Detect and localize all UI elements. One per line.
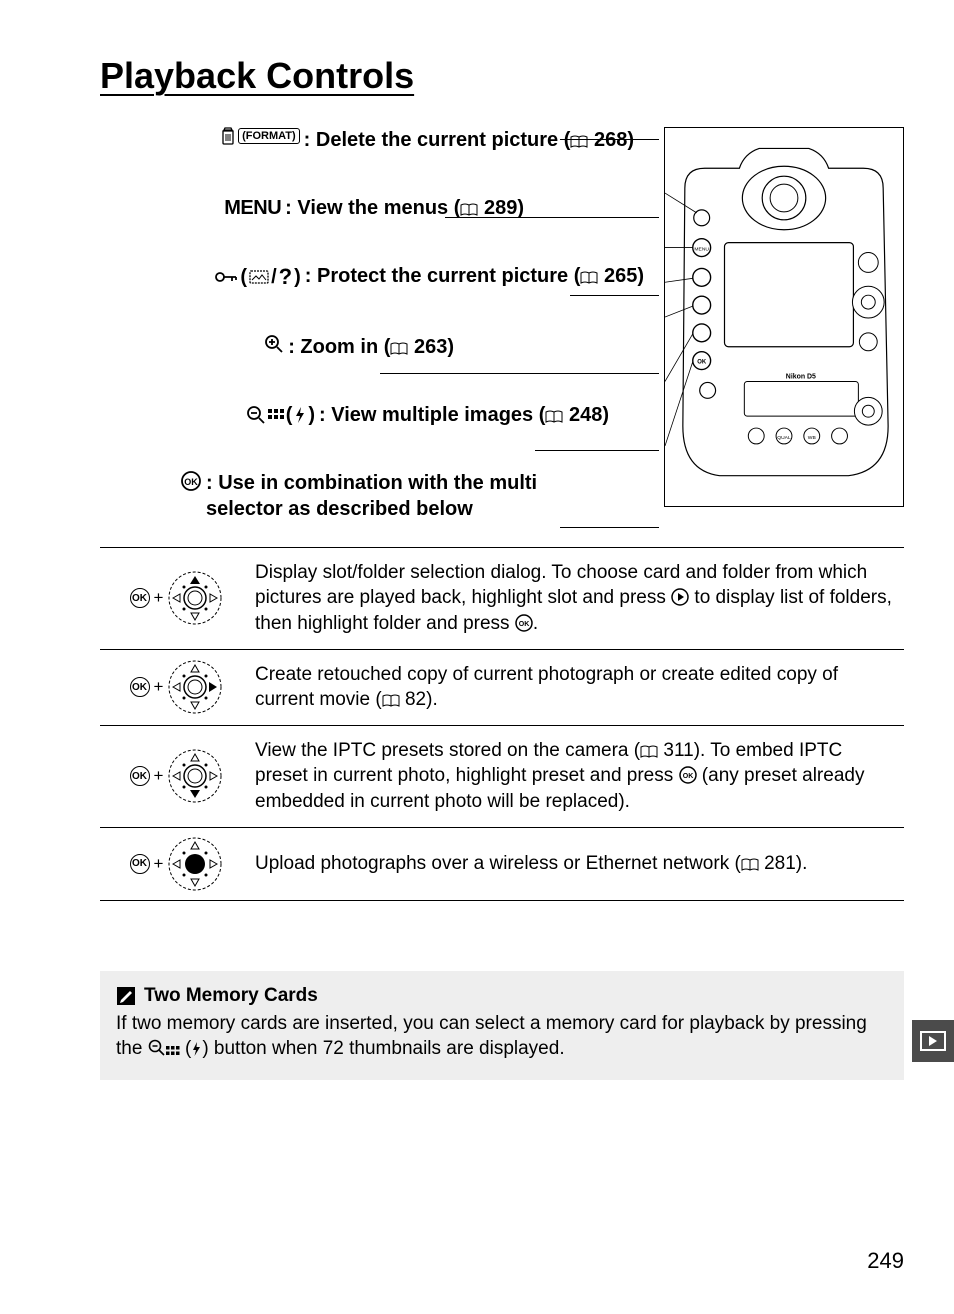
label-text: : Use in combination with the multi sele…	[206, 470, 566, 522]
ok-icon: OK	[130, 588, 150, 608]
ok-icon: OK	[130, 854, 150, 874]
ok-icon: OK	[130, 766, 150, 786]
book-icon	[382, 694, 400, 708]
ok-icon: OK	[679, 766, 697, 784]
zoom-out-icon	[148, 1039, 166, 1057]
question-icon: ?	[279, 263, 292, 292]
key-icon	[214, 269, 238, 285]
combo-cell: OK +	[104, 570, 249, 626]
paren-close: )	[294, 264, 301, 290]
svg-text:OK: OK	[697, 360, 707, 366]
leader-line	[570, 295, 659, 296]
picture-icon	[249, 270, 269, 284]
label-text: : View multiple images ( 248)	[319, 402, 609, 428]
multiselector-up-icon	[167, 570, 223, 626]
label-text: : Zoom in ( 263)	[288, 334, 454, 360]
control-protect: ( / ? ) : Protect the current picture ( …	[100, 263, 644, 292]
multiselector-center-icon	[167, 836, 223, 892]
table-row: OK + View the IPTC presets stored on the…	[100, 726, 904, 828]
multiselector-down-icon	[167, 748, 223, 804]
paren-open: (	[240, 264, 247, 290]
svg-text:MENU: MENU	[694, 247, 709, 253]
svg-text:Nikon D5: Nikon D5	[786, 373, 816, 380]
flash-icon	[191, 1041, 202, 1057]
table-row: OK + Display slot/folder selection dialo…	[100, 548, 904, 650]
table-row: OK + Upload photographs over a wireless …	[100, 828, 904, 901]
book-icon	[460, 203, 478, 217]
grid-icon	[166, 1046, 180, 1057]
book-icon	[580, 271, 598, 285]
leader-line	[560, 139, 659, 140]
paren-open: (	[286, 402, 293, 428]
control-ok: OK : Use in combination with the multi s…	[100, 470, 644, 522]
leader-line	[445, 217, 659, 218]
zoom-in-icon	[264, 334, 284, 354]
camera-svg: MENU OK Nikon D5 QUAL	[665, 128, 903, 506]
grid-icon	[268, 409, 284, 421]
note-box: Two Memory Cards If two memory cards are…	[100, 971, 904, 1080]
flash-icon	[294, 406, 306, 424]
svg-text:OK: OK	[682, 773, 693, 780]
table-row: OK + Create retouched copy of current ph…	[100, 650, 904, 726]
desc-cell: Create retouched copy of current photogr…	[249, 658, 900, 717]
leader-line	[560, 527, 659, 528]
note-body: If two memory cards are inserted, you ca…	[116, 1011, 888, 1062]
ok-icon: OK	[515, 614, 533, 632]
combo-cell: OK +	[104, 748, 249, 804]
book-icon	[390, 342, 408, 356]
leader-line	[380, 373, 659, 374]
play-icon	[920, 1031, 946, 1051]
side-tab-playback	[912, 1020, 954, 1062]
right-arrow-icon	[671, 588, 689, 606]
page-number: 249	[867, 1248, 904, 1274]
svg-text:QUAL: QUAL	[777, 435, 791, 441]
ok-icon: OK	[180, 470, 202, 492]
leader-line	[535, 450, 659, 451]
multiselector-right-icon	[167, 659, 223, 715]
combo-table: OK + Display slot/folder selection dialo…	[100, 547, 904, 901]
svg-text:OK: OK	[519, 621, 530, 628]
note-title-text: Two Memory Cards	[144, 985, 318, 1007]
zoom-out-icon	[246, 405, 266, 425]
desc-cell: Display slot/folder selection dialog. To…	[249, 556, 900, 641]
combo-cell: OK +	[104, 836, 249, 892]
slash: /	[271, 264, 277, 290]
ok-icon: OK	[130, 677, 150, 697]
book-icon	[570, 135, 588, 149]
combo-cell: OK +	[104, 659, 249, 715]
control-multiple: ( ) : View multiple images ( 248)	[100, 402, 644, 428]
svg-text:WB: WB	[808, 435, 817, 441]
control-zoom-in: : Zoom in ( 263)	[100, 334, 644, 360]
book-icon	[741, 858, 759, 872]
pencil-note-icon	[116, 986, 136, 1006]
svg-text:OK: OK	[184, 477, 198, 487]
desc-cell: Upload photographs over a wireless or Et…	[249, 847, 900, 881]
camera-diagram: MENU OK Nikon D5 QUAL	[664, 127, 904, 507]
format-label: (FORMAT)	[238, 128, 300, 144]
book-icon	[545, 410, 563, 424]
desc-cell: View the IPTC presets stored on the came…	[249, 734, 900, 819]
label-text: : Protect the current picture ( 265)	[305, 263, 644, 289]
trash-icon	[220, 127, 236, 145]
label-text: : Delete the current picture ( 268)	[304, 127, 634, 153]
paren-close: )	[308, 402, 315, 428]
control-delete: (FORMAT) : Delete the current picture ( …	[100, 127, 644, 153]
menu-icon: MENU	[224, 195, 281, 221]
page-title: Playback Controls	[100, 55, 904, 97]
control-labels: (FORMAT) : Delete the current picture ( …	[100, 127, 644, 522]
book-icon	[640, 745, 658, 759]
